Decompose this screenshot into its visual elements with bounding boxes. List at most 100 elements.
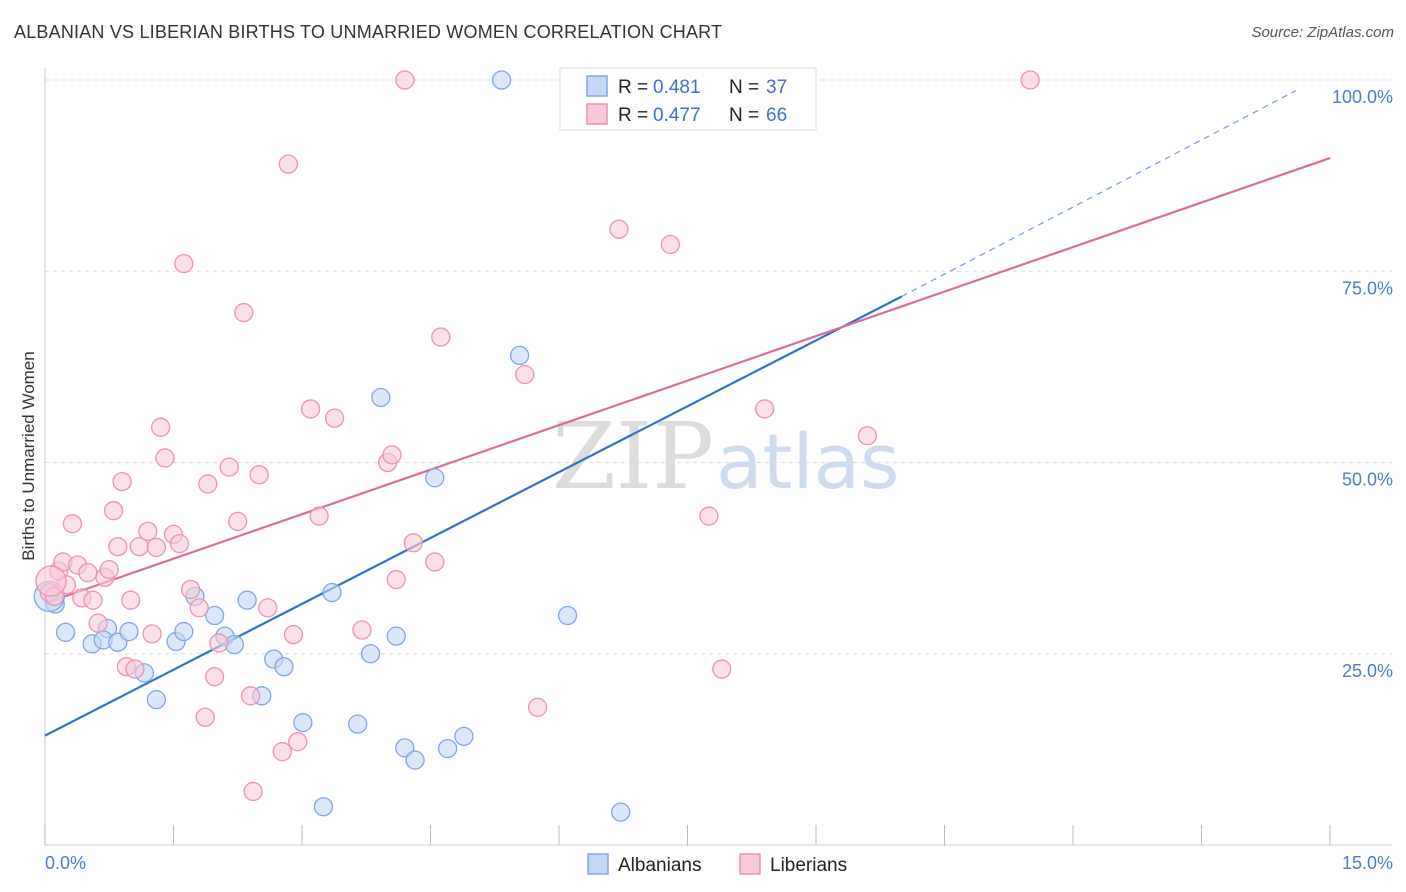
bottom-legend-albanians: Albanians [618, 855, 701, 876]
legend-n-label-1: N = [729, 77, 759, 98]
liberians-point-23 [150, 417, 171, 437]
liberians-point-35 [228, 511, 248, 532]
liberians-point-54 [425, 552, 445, 572]
albanians-point-8 [146, 690, 167, 710]
liberians-point-45 [300, 399, 321, 419]
albanians-point-24 [371, 387, 391, 408]
liberians-point-21 [142, 624, 162, 644]
liberians-point-27 [174, 253, 194, 274]
liberians-point-43 [283, 624, 304, 645]
liberians-point-29 [189, 598, 209, 618]
albanians-point-33 [557, 605, 578, 626]
liberians-point-50 [382, 445, 402, 465]
source-label: Source: ZipAtlas.com [1251, 24, 1394, 41]
liberians-point-55 [431, 327, 451, 347]
liberians-point-31 [198, 474, 218, 494]
liberians-point-15 [112, 471, 132, 492]
albanians-point-27 [405, 750, 425, 770]
bottom-legend: Albanians Liberians [587, 853, 847, 876]
legend-r-value-1: 0.481 [653, 77, 701, 98]
liberians-point-36 [234, 302, 254, 323]
albanians-point-6 [119, 621, 139, 642]
liberians-point-52 [395, 70, 415, 90]
albanians-point-25 [386, 626, 406, 646]
liberians-point-65 [35, 565, 67, 597]
liberians-point-14 [108, 537, 128, 557]
legend-swatch-liberians [586, 103, 608, 125]
legend-r-label-2: R = [618, 105, 648, 126]
liberians-point-44 [288, 732, 308, 752]
liberians-point-40 [258, 598, 278, 618]
albanians-point-32 [509, 345, 530, 366]
liberians-point-12 [99, 559, 119, 580]
liberians-point-20 [138, 521, 158, 541]
liberians-point-62 [754, 399, 775, 419]
albanians-point-20 [313, 797, 334, 817]
albanians-trend-extension [901, 90, 1297, 298]
albanians-point-31 [491, 70, 512, 90]
bottom-legend-swatch-albanians [587, 853, 609, 875]
liberians-point-18 [125, 659, 145, 679]
albanians-point-26 [395, 738, 415, 758]
liberians-point-39 [249, 465, 269, 485]
liberians-point-26 [169, 533, 190, 554]
x-tick-labels: 0.0% 15.0% [45, 853, 1393, 873]
y-tick-label-1: 50.0% [1342, 470, 1393, 490]
liberians-point-60 [699, 506, 719, 526]
chart-title: ALBANIAN VS LIBERIAN BIRTHS TO UNMARRIED… [14, 22, 723, 42]
liberians-point-24 [155, 448, 175, 468]
liberians-point-37 [240, 686, 261, 706]
liberians-point-8 [78, 563, 98, 583]
albanians-point-10 [174, 621, 194, 642]
trend-lines [44, 90, 1331, 737]
liberians-point-53 [403, 533, 424, 553]
liberians-point-59 [660, 234, 681, 255]
legend-swatch-albanians [586, 75, 608, 97]
albanians-point-21 [322, 582, 342, 603]
liberians-trend-line [44, 156, 1331, 605]
liberians-point-42 [278, 154, 298, 174]
bottom-legend-liberians: Liberians [770, 855, 847, 876]
liberians-point-58 [609, 219, 629, 239]
liberians-point-47 [324, 408, 345, 428]
liberians-point-5 [62, 514, 83, 534]
liberians-point-13 [103, 501, 124, 521]
data-points [33, 70, 1040, 822]
liberians-point-61 [712, 659, 732, 679]
liberians-point-30 [195, 707, 215, 727]
watermark: ZIP atlas [552, 403, 900, 510]
legend-r-label-1: R = [618, 77, 648, 98]
albanians-point-12 [204, 605, 225, 626]
legend-n-value-2: 66 [766, 105, 787, 126]
liberians-point-64 [1020, 70, 1040, 90]
y-tick-label-3: 100.0% [1332, 87, 1393, 107]
liberians-point-56 [515, 364, 535, 385]
liberians-point-41 [272, 742, 292, 762]
liberians-point-22 [146, 537, 167, 558]
albanians-point-1 [55, 622, 76, 642]
albanians-point-34 [611, 802, 631, 822]
albanians-point-18 [274, 657, 294, 677]
albanians-point-29 [437, 738, 458, 759]
y-axis-label: Births to Unmarried Women [19, 351, 38, 560]
albanians-point-19 [293, 712, 313, 733]
liberians-point-34 [219, 457, 239, 477]
liberians-point-63 [857, 426, 878, 446]
albanians-trend-line [44, 295, 903, 737]
y-tick-labels: 25.0% 50.0% 75.0% 100.0% [1332, 87, 1393, 681]
albanians-point-15 [237, 590, 257, 610]
liberians-point-17 [121, 590, 141, 610]
y-tick-label-0: 25.0% [1342, 661, 1393, 681]
grid-lines [45, 79, 1392, 655]
watermark-zip: ZIP [552, 403, 714, 510]
y-tick-label-2: 75.0% [1342, 278, 1393, 298]
legend-box: R = 0.481 N = 37 R = 0.477 N = 66 [559, 67, 817, 131]
legend-r-value-2: 0.477 [653, 105, 701, 126]
liberians-point-33 [209, 633, 229, 653]
x-tick-label-0: 0.0% [45, 853, 86, 873]
liberians-point-48 [352, 620, 372, 640]
legend-n-value-1: 37 [766, 77, 787, 98]
liberians-point-28 [180, 579, 201, 600]
bottom-legend-swatch-liberians [739, 853, 761, 875]
